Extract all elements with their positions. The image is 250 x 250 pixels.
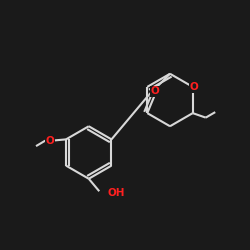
Text: O: O	[46, 136, 55, 145]
Text: O: O	[150, 86, 159, 96]
Text: OH: OH	[107, 188, 125, 198]
Text: O: O	[189, 82, 198, 92]
